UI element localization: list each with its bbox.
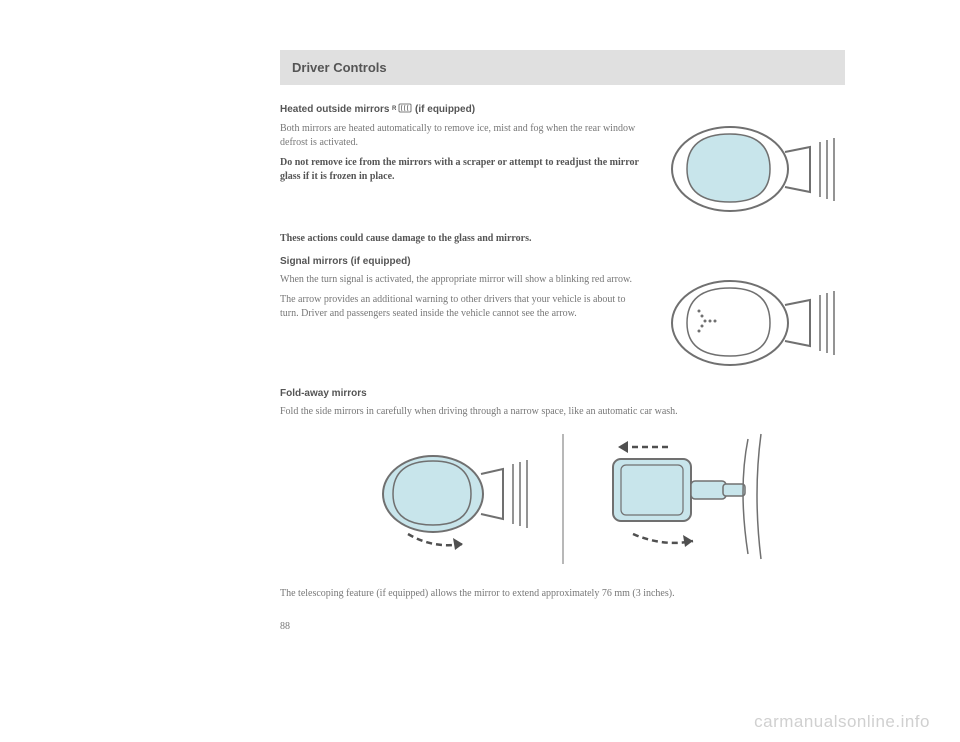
signal-mirrors-p2: The arrow provides an additional warning… [280,293,645,321]
watermark-text: carmanualsonline.info [754,712,930,732]
fold-mirrors-p2: The telescoping feature (if equipped) al… [280,587,845,601]
heated-mirrors-warning-partial: Do not remove ice from the mirrors with … [280,156,645,184]
signal-mirrors-heading: Signal mirrors (if equipped) [280,256,845,267]
rear-defrost-icon: R [392,103,412,116]
svg-text:R: R [392,106,397,112]
page-number: 88 [280,621,845,632]
fold-mirrors-heading: Fold-away mirrors [280,388,845,399]
section-header-title: Driver Controls [292,60,833,75]
heated-mirror-illustration [655,122,845,222]
signal-mirrors-p1: When the turn signal is activated, the a… [280,273,645,287]
heated-mirrors-warning-full: These actions could cause damage to the … [280,232,845,246]
fold-mirrors-p1: Fold the side mirrors in carefully when … [280,405,845,419]
signal-mirror-illustration [655,273,845,378]
heading-text-post: (if equipped) [415,104,475,115]
heading-text-pre: Heated outside mirrors [280,104,389,115]
fold-mirrors-illustration [280,429,845,569]
heated-mirrors-p1: Both mirrors are heated automatically to… [280,122,645,150]
heated-mirrors-heading: Heated outside mirrors R (if equipped) [280,103,845,116]
section-header: Driver Controls [280,50,845,85]
